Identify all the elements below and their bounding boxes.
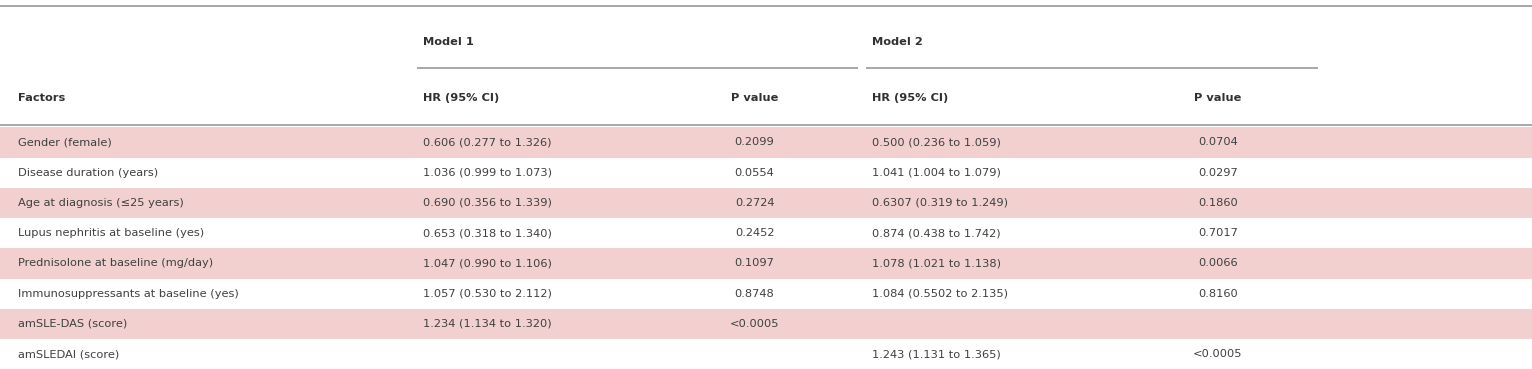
Text: Immunosuppressants at baseline (yes): Immunosuppressants at baseline (yes) bbox=[18, 289, 239, 299]
Text: 1.047 (0.990 to 1.106): 1.047 (0.990 to 1.106) bbox=[423, 258, 552, 269]
Text: 0.0297: 0.0297 bbox=[1198, 168, 1238, 178]
Text: Disease duration (years): Disease duration (years) bbox=[18, 168, 158, 178]
Bar bbox=[0, 248, 1532, 279]
Text: Prednisolone at baseline (mg/day): Prednisolone at baseline (mg/day) bbox=[18, 258, 213, 269]
Text: 1.041 (1.004 to 1.079): 1.041 (1.004 to 1.079) bbox=[872, 168, 1000, 178]
Text: 0.0066: 0.0066 bbox=[1198, 258, 1238, 269]
Text: Factors: Factors bbox=[18, 93, 66, 103]
Bar bbox=[0, 218, 1532, 248]
Text: 0.2099: 0.2099 bbox=[735, 137, 774, 148]
Text: P value: P value bbox=[731, 93, 778, 103]
Bar bbox=[0, 279, 1532, 309]
Text: 0.500 (0.236 to 1.059): 0.500 (0.236 to 1.059) bbox=[872, 137, 1000, 148]
Text: Age at diagnosis (≤25 years): Age at diagnosis (≤25 years) bbox=[18, 198, 184, 208]
Text: 0.606 (0.277 to 1.326): 0.606 (0.277 to 1.326) bbox=[423, 137, 552, 148]
Text: amSLE-DAS (score): amSLE-DAS (score) bbox=[18, 319, 127, 329]
Text: 0.8160: 0.8160 bbox=[1198, 289, 1238, 299]
Text: 0.1097: 0.1097 bbox=[734, 258, 775, 269]
Text: 0.7017: 0.7017 bbox=[1198, 228, 1238, 238]
Text: 0.1860: 0.1860 bbox=[1198, 198, 1238, 208]
Text: Lupus nephritis at baseline (yes): Lupus nephritis at baseline (yes) bbox=[18, 228, 204, 238]
Text: <0.0005: <0.0005 bbox=[729, 319, 780, 329]
Text: 0.874 (0.438 to 1.742): 0.874 (0.438 to 1.742) bbox=[872, 228, 1000, 238]
Text: 1.078 (1.021 to 1.138): 1.078 (1.021 to 1.138) bbox=[872, 258, 1000, 269]
Text: 0.6307 (0.319 to 1.249): 0.6307 (0.319 to 1.249) bbox=[872, 198, 1008, 208]
Bar bbox=[0, 339, 1532, 369]
Text: <0.0005: <0.0005 bbox=[1193, 349, 1242, 359]
Bar bbox=[0, 158, 1532, 188]
Bar bbox=[0, 188, 1532, 218]
Text: amSLEDAI (score): amSLEDAI (score) bbox=[18, 349, 119, 359]
Text: HR (95% CI): HR (95% CI) bbox=[872, 93, 948, 103]
Text: 1.084 (0.5502 to 2.135): 1.084 (0.5502 to 2.135) bbox=[872, 289, 1008, 299]
Text: 0.653 (0.318 to 1.340): 0.653 (0.318 to 1.340) bbox=[423, 228, 552, 238]
Text: HR (95% CI): HR (95% CI) bbox=[423, 93, 499, 103]
Text: Model 1: Model 1 bbox=[423, 37, 473, 48]
Text: 0.2452: 0.2452 bbox=[735, 228, 774, 238]
Text: 0.2724: 0.2724 bbox=[735, 198, 774, 208]
Text: 0.0704: 0.0704 bbox=[1198, 137, 1238, 148]
Text: 1.243 (1.131 to 1.365): 1.243 (1.131 to 1.365) bbox=[872, 349, 1000, 359]
Text: 1.036 (0.999 to 1.073): 1.036 (0.999 to 1.073) bbox=[423, 168, 552, 178]
Text: 1.057 (0.530 to 2.112): 1.057 (0.530 to 2.112) bbox=[423, 289, 552, 299]
Text: 0.8748: 0.8748 bbox=[735, 289, 774, 299]
Bar bbox=[0, 127, 1532, 158]
Text: Model 2: Model 2 bbox=[872, 37, 922, 48]
Text: P value: P value bbox=[1195, 93, 1241, 103]
Text: 0.690 (0.356 to 1.339): 0.690 (0.356 to 1.339) bbox=[423, 198, 552, 208]
Text: 0.0554: 0.0554 bbox=[735, 168, 774, 178]
Text: Gender (female): Gender (female) bbox=[18, 137, 112, 148]
Text: 1.234 (1.134 to 1.320): 1.234 (1.134 to 1.320) bbox=[423, 319, 552, 329]
Bar bbox=[0, 309, 1532, 339]
